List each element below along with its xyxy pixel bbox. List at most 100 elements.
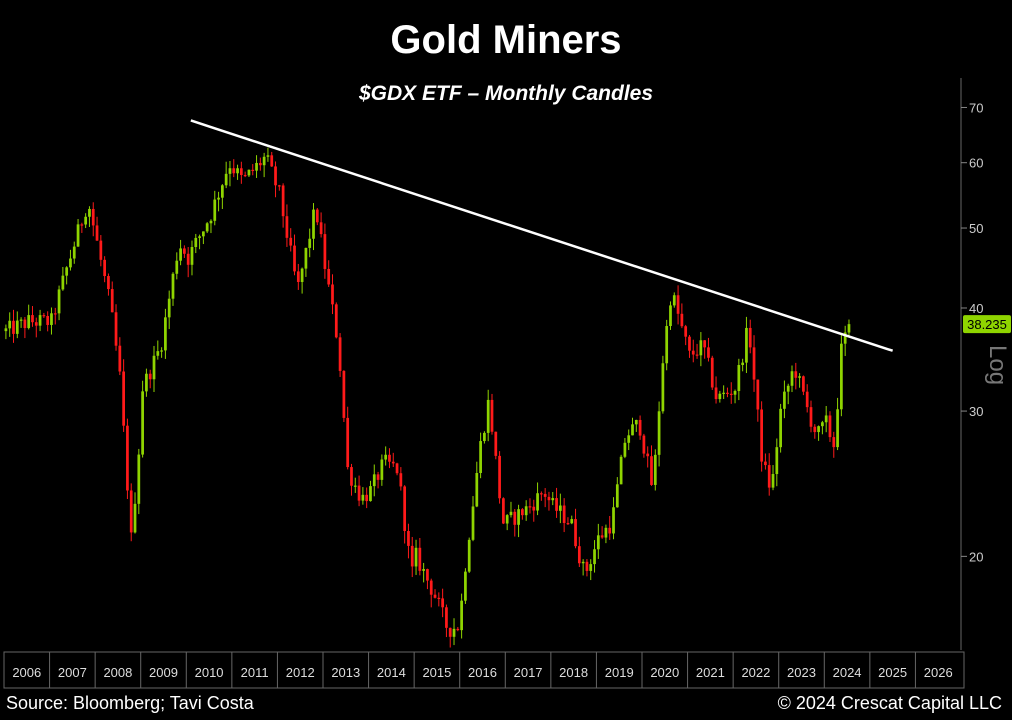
candle-body [34,322,38,326]
candle-body [293,245,296,272]
candle-body [642,435,646,454]
candle-body [224,173,228,186]
candle-body [786,385,790,392]
candle-body [574,519,577,547]
candle-body [107,276,110,290]
candle-body [110,289,114,313]
candle-body [467,539,471,572]
candle-body [342,370,346,418]
candle-body [50,313,53,325]
candle-body [532,506,536,511]
candle-body [414,547,418,567]
candle-body [638,419,642,436]
candle-body [521,509,524,516]
x-tick-label: 2012 [286,665,315,680]
candle-body [794,371,798,378]
candle-body [798,376,801,378]
candle-body [543,493,547,497]
candle-body [600,535,604,538]
x-tick-label: 2008 [103,665,132,680]
candle-body [217,197,220,200]
candle-body [589,564,593,571]
candle-body [817,426,820,433]
candle-body [258,162,262,166]
candle-body [410,545,414,567]
candle-body [312,209,315,239]
candle-body [251,169,255,172]
candle-body [129,490,133,533]
candle-body [148,373,152,380]
x-axis: 2006 2007 2008 2009 2010 2011 2012 2013 2014 2015… [3,651,965,689]
candle-body [391,461,395,464]
candle-body [471,506,475,540]
candle-body [137,454,141,504]
candle-body [771,474,775,488]
candle-body [456,628,460,631]
candle-body [631,424,634,436]
candle-body [821,422,824,427]
candle-body [220,185,224,198]
candle-body [623,442,627,457]
candle-body [737,365,741,392]
candle-body [684,326,688,337]
x-tick-label: 2021 [696,665,725,680]
candle-body [38,315,42,326]
x-tick-label: 2015 [422,665,451,680]
candle-body [388,454,391,462]
candle-body [650,456,653,485]
candle-body [243,174,247,177]
chart-subtitle: $GDX ETF – Monthly Candles [358,82,654,105]
candle-body [277,185,281,187]
candle-body [688,336,691,351]
x-tick-label: 2006 [12,665,41,680]
candle-body [665,326,669,364]
candle-body [399,473,403,487]
candle-body [183,248,186,254]
x-tick-label: 2018 [559,665,588,680]
candle-body [114,312,118,346]
source-note: Source: Bloomberg; Tavi Costa [6,693,254,713]
candle-body [395,463,399,474]
candle-body [357,485,361,501]
candle-body [843,332,847,344]
candle-body [304,247,308,269]
copyright-note: © 2024 Crescat Capital LLC [777,693,1002,713]
candle-body [703,340,707,348]
candle-body [672,295,676,306]
candle-body [167,298,171,318]
candle-body [407,531,410,546]
candle-body [558,505,562,511]
candle-body [422,569,426,571]
candle-body [680,313,684,327]
last-price-box [963,315,1011,334]
candle-body [646,453,650,457]
candle-body [353,485,357,487]
candle-body [524,506,528,516]
candle-body [627,435,631,443]
candle-body [718,393,722,400]
x-tick-label: 2007 [58,665,87,680]
candle-body [585,561,589,571]
candle-body [228,168,232,174]
candle-body [741,362,745,366]
candle-body [509,511,513,516]
candle-body [429,580,433,595]
candle-body [669,305,672,327]
candle-body [232,168,236,174]
candle-body [80,224,84,226]
candle-body [99,240,103,260]
candle-body [494,431,498,456]
candle-body [160,350,163,352]
x-tick-label: 2024 [833,665,862,680]
candle-body [266,155,270,157]
candle-body [8,320,12,329]
candle-body [103,259,107,277]
x-tick-label: 2020 [650,665,679,680]
candle-body [760,409,763,462]
candle-body [464,571,467,601]
candle-body [289,237,293,246]
candle-body [118,345,122,372]
candle-body [262,156,266,166]
candle-body [748,327,752,348]
